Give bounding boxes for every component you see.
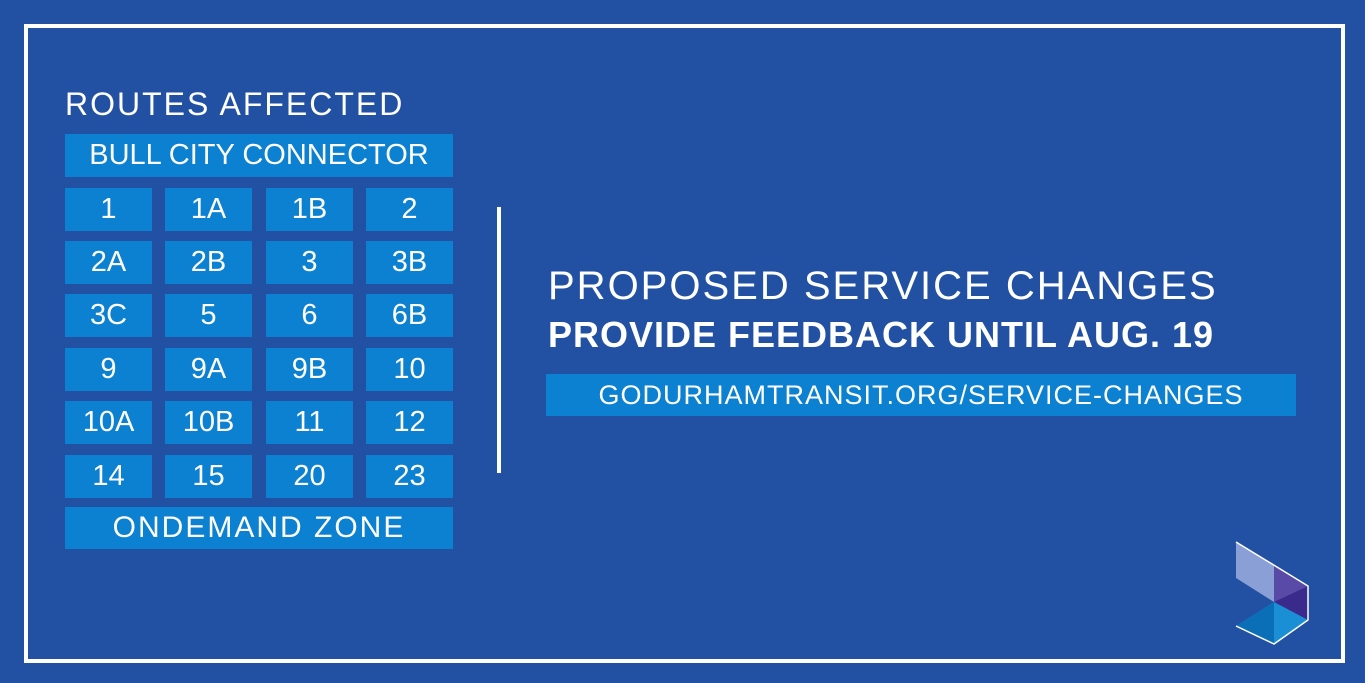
route: 11 — [266, 401, 353, 444]
route: 3B — [366, 241, 453, 284]
route: 14 — [65, 455, 152, 498]
featured-route: BULL CITY CONNECTOR — [65, 134, 453, 177]
route: 9 — [65, 348, 152, 391]
url[interactable]: GODURHAMTRANSIT.ORG/SERVICE-CHANGES — [546, 374, 1296, 416]
route: 23 — [366, 455, 453, 498]
zone-route: ONDEMAND ZONE — [65, 507, 453, 549]
route: 9A — [165, 348, 252, 391]
route: 1B — [266, 188, 353, 231]
route: 6B — [366, 294, 453, 337]
logo — [1235, 541, 1309, 645]
route: 9B — [266, 348, 353, 391]
route: 2B — [165, 241, 252, 284]
route: 3C — [65, 294, 152, 337]
route: 1A — [165, 188, 252, 231]
routes-title: ROUTES AFFECTED — [65, 86, 405, 122]
route: 10A — [65, 401, 152, 444]
route: 10B — [165, 401, 252, 444]
route: 5 — [165, 294, 252, 337]
route: 2 — [366, 188, 453, 231]
frame — [24, 24, 1345, 663]
route: 6 — [266, 294, 353, 337]
route: 12 — [366, 401, 453, 444]
divider — [497, 207, 501, 473]
route: 1 — [65, 188, 152, 231]
route: 3 — [266, 241, 353, 284]
route: 10 — [366, 348, 453, 391]
announcement-subtitle: PROVIDE FEEDBACK UNTIL AUG. 19 — [548, 314, 1215, 355]
route: 20 — [266, 455, 353, 498]
route: 15 — [165, 455, 252, 498]
announcement-title: PROPOSED SERVICE CHANGES — [548, 264, 1218, 308]
route: 2A — [65, 241, 152, 284]
